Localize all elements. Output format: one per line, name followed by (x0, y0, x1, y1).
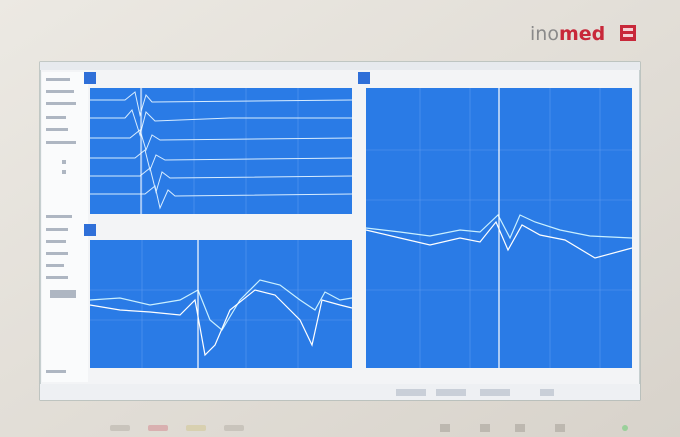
panel-tab[interactable] (84, 224, 96, 236)
brand-icon (620, 25, 636, 41)
brand-icon-stripe (623, 28, 633, 31)
panel-tab[interactable] (84, 72, 96, 84)
brand-logo: inomed (530, 23, 605, 45)
brand-prefix: ino (530, 23, 559, 45)
panel-average (90, 240, 352, 368)
brand-icon-stripe (623, 34, 633, 37)
panel-tab[interactable] (358, 72, 370, 84)
photo: inomed (0, 0, 680, 437)
brand-suffix: med (559, 23, 605, 45)
title-bar (40, 62, 640, 70)
